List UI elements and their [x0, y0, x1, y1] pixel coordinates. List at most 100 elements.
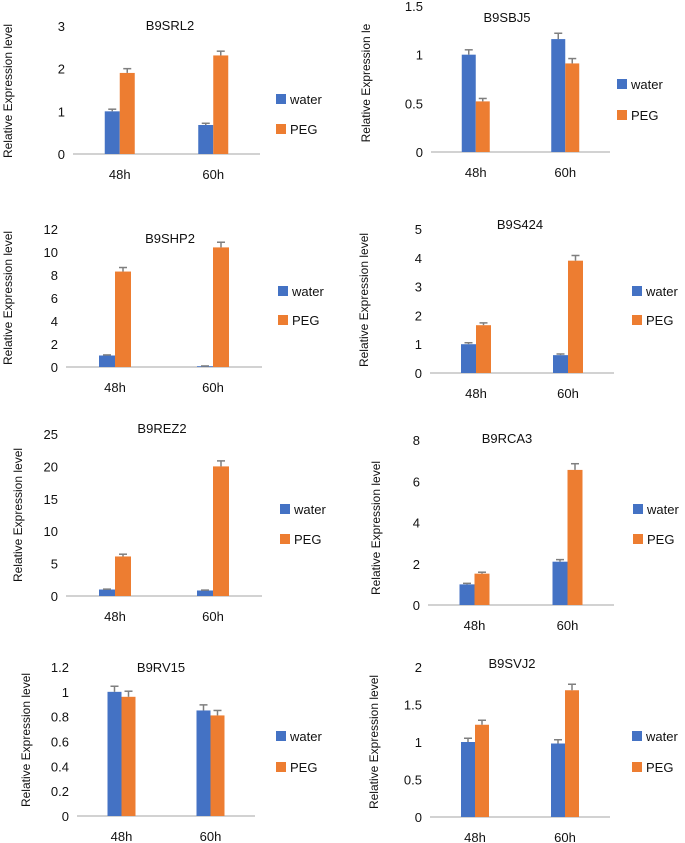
legend-swatch-peg [633, 534, 643, 544]
y-tick-label: 0 [415, 810, 422, 825]
error-bar [554, 739, 562, 744]
chart-b9svj2: 0 0.5 1 1.5 2 48h 60h B9SVJ2 Relative Expression… [367, 656, 678, 843]
error-bar [124, 690, 133, 697]
chart-title: B9SHP2 [145, 231, 195, 246]
bar-peg-48h [121, 696, 136, 816]
legend: water PEG [633, 502, 679, 547]
y-tick-label: 2 [58, 62, 65, 77]
bar-water-60h [553, 355, 568, 373]
y-tick-label: 2 [413, 557, 420, 572]
x-tick-label: 48h [104, 609, 126, 624]
x-tick-label: 48h [465, 386, 487, 401]
y-tick-label: 0 [51, 360, 58, 375]
y-axis-label: Relative Expression level [11, 448, 25, 582]
y-tick-label: 0 [413, 598, 420, 613]
y-tick-label: 0.4 [51, 759, 69, 774]
chart-b9shp2: 0 2 4 6 8 10 12 48h 60h B9SHP2 Relative Expression… [1, 222, 324, 395]
error-bar [199, 704, 208, 711]
bar-water-60h [552, 561, 568, 605]
y-tick-label: 1.5 [405, 0, 423, 14]
error-bar [478, 571, 486, 574]
legend-swatch-peg [276, 124, 286, 134]
y-tick-label: 5 [51, 557, 58, 572]
legend-swatch-water [276, 731, 286, 741]
y-tick-label: 0 [416, 145, 423, 160]
error-bar [478, 719, 486, 725]
legend: water PEG [632, 284, 678, 328]
chart-title: B9SRL2 [146, 18, 194, 33]
y-tick-label: 8 [413, 433, 420, 448]
legend-swatch-peg [276, 762, 286, 772]
chart-b9rca3: 0 2 4 6 8 48h 60h B9RCA3 Relative Expression lev… [369, 431, 679, 633]
bar-water-48h [104, 111, 120, 154]
y-tick-label: 10 [44, 245, 58, 260]
y-tick-label: 4 [413, 516, 420, 531]
error-bar [119, 553, 127, 557]
y-tick-label: 1 [415, 337, 422, 352]
y-tick-label: 0 [62, 809, 69, 824]
y-tick-label: 0 [51, 589, 58, 604]
legend-label-peg: PEG [290, 122, 317, 137]
chart-b9srl2: 0 1 2 3 48h 60h B9SRL2 Relative Expression leve… [1, 18, 322, 182]
y-axis-label: Relative Expression level [367, 675, 381, 809]
bar-peg-60h [567, 469, 583, 605]
y-tick-label: 15 [44, 492, 58, 507]
chart-title: B9RCA3 [482, 431, 533, 446]
error-bar [556, 558, 564, 562]
bar-water-48h [459, 584, 475, 605]
y-tick-label: 1 [58, 104, 65, 119]
legend-swatch-water [278, 286, 288, 296]
bar-water-60h [551, 743, 565, 817]
y-tick-label: 4 [415, 251, 422, 266]
x-tick-label: 60h [202, 609, 224, 624]
legend-label-water: water [291, 284, 324, 299]
error-bar [556, 353, 565, 356]
chart-title: B9RV15 [137, 660, 185, 675]
legend-label-water: water [645, 284, 678, 299]
y-tick-label: 1.5 [404, 698, 422, 713]
y-axis-label: Relative Expression level [357, 233, 371, 367]
legend-label-water: water [289, 92, 322, 107]
y-tick-label: 12 [44, 222, 58, 237]
error-bar [464, 737, 472, 742]
y-tick-label: 2 [415, 660, 422, 675]
y-tick-label: 2 [51, 337, 58, 352]
error-bar [568, 683, 576, 691]
error-bar [464, 49, 473, 55]
y-tick-label: 3 [415, 280, 422, 295]
x-tick-label: 60h [202, 380, 224, 395]
x-tick-label: 60h [200, 829, 222, 843]
y-tick-label: 6 [413, 474, 420, 489]
legend-label-peg: PEG [647, 532, 674, 547]
bar-peg-60h [565, 63, 580, 152]
legend: water PEG [617, 77, 663, 123]
chart-title: B9REZ2 [137, 421, 186, 436]
legend-label-peg: PEG [646, 760, 673, 775]
legend: water PEG [276, 729, 322, 775]
error-bar [119, 266, 127, 272]
chart-title: B9S424 [497, 217, 543, 232]
chart-title: B9SVJ2 [489, 656, 536, 671]
legend-label-peg: PEG [646, 313, 673, 328]
y-tick-label: 0.8 [51, 710, 69, 725]
bar-peg-48h [475, 101, 490, 152]
legend-label-peg: PEG [290, 760, 317, 775]
error-bar [554, 32, 563, 40]
error-bar [201, 122, 210, 125]
y-tick-label: 5 [415, 222, 422, 237]
legend-label-water: water [630, 77, 663, 92]
bar-water-60h [198, 124, 214, 154]
legend-swatch-water [276, 94, 286, 104]
bar-water-60h [196, 710, 211, 816]
chart-b9sbj5: 0 0.5 1 1.5 48h 60h B9SBJ5 Relative Expression … [359, 0, 663, 180]
y-tick-label: 4 [51, 314, 58, 329]
legend-swatch-water [280, 504, 290, 514]
y-tick-label: 20 [44, 459, 58, 474]
y-axis-label: Relative Expression level [369, 461, 383, 595]
x-tick-label: 60h [554, 165, 576, 180]
legend-swatch-water [632, 286, 642, 296]
y-axis-label: Relative Expression level [1, 231, 15, 365]
x-tick-label: 48h [111, 829, 133, 843]
y-tick-label: 1 [415, 735, 422, 750]
bar-peg-60h [565, 690, 579, 817]
